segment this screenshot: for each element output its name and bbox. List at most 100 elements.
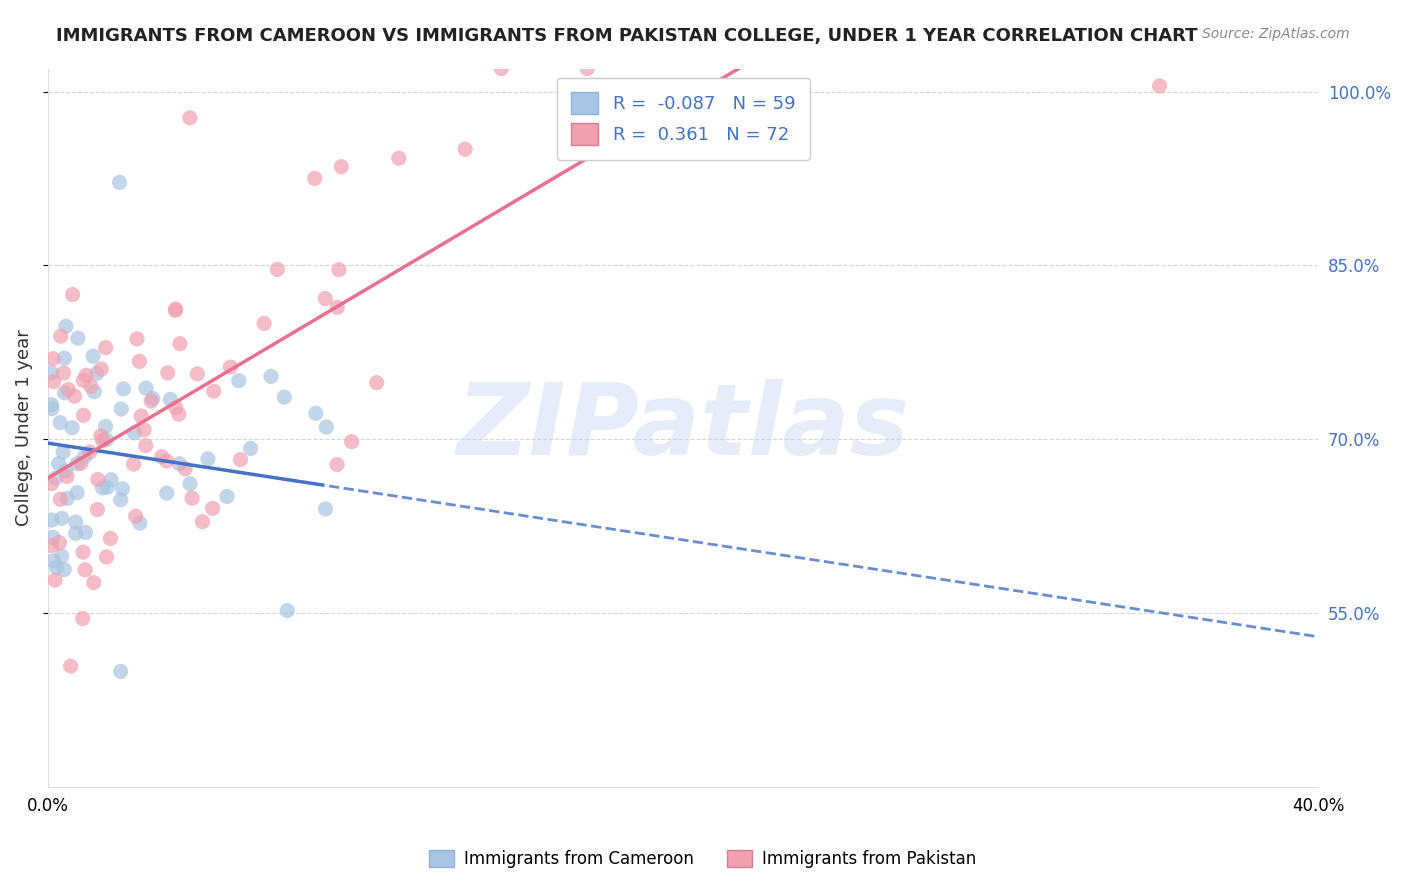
Cameroon: [66, 331, 89, 345]
Pakistan: [87, 472, 110, 486]
Cameroon: [41, 401, 63, 416]
Cameroon: [66, 485, 89, 500]
Text: ZIPatlas: ZIPatlas: [457, 379, 910, 476]
Cameroon: [156, 486, 179, 500]
Cameroon: [75, 525, 97, 540]
Cameroon: [100, 473, 122, 487]
Pakistan: [72, 409, 94, 423]
Pakistan: [229, 452, 252, 467]
Cameroon: [66, 457, 89, 471]
Pakistan: [72, 545, 94, 559]
Cameroon: [91, 481, 114, 495]
Pakistan: [202, 384, 225, 399]
Pakistan: [86, 502, 108, 516]
Cameroon: [65, 526, 87, 541]
Pakistan: [186, 367, 208, 381]
Pakistan: [266, 262, 288, 277]
Cameroon: [65, 515, 87, 529]
Pakistan: [219, 360, 242, 375]
Pakistan: [150, 450, 173, 464]
Pakistan: [91, 434, 114, 448]
Pakistan: [179, 111, 201, 125]
Pakistan: [94, 341, 117, 355]
Pakistan: [44, 573, 66, 587]
Legend: Immigrants from Cameroon, Immigrants from Pakistan: Immigrants from Cameroon, Immigrants fro…: [423, 843, 983, 875]
Cameroon: [56, 491, 79, 506]
Pakistan: [128, 354, 150, 368]
Cameroon: [83, 384, 105, 399]
Pakistan: [330, 160, 353, 174]
Pakistan: [181, 491, 204, 505]
Cameroon: [260, 369, 283, 384]
Pakistan: [156, 454, 179, 468]
Cameroon: [239, 442, 262, 456]
Pakistan: [72, 374, 94, 388]
Cameroon: [110, 402, 132, 417]
Legend: R =  -0.087   N = 59, R =  0.361   N = 72: R = -0.087 N = 59, R = 0.361 N = 72: [557, 78, 810, 160]
Pakistan: [42, 375, 65, 389]
Cameroon: [169, 457, 191, 471]
Cameroon: [73, 450, 96, 464]
Pakistan: [42, 351, 65, 366]
Cameroon: [110, 492, 132, 507]
Pakistan: [70, 457, 93, 471]
Cameroon: [273, 390, 295, 404]
Cameroon: [142, 392, 165, 406]
Cameroon: [55, 319, 77, 334]
Cameroon: [112, 382, 135, 396]
Pakistan: [491, 62, 513, 76]
Pakistan: [304, 171, 326, 186]
Cameroon: [124, 425, 146, 440]
Pakistan: [165, 301, 187, 316]
Y-axis label: College, Under 1 year: College, Under 1 year: [15, 329, 32, 526]
Cameroon: [215, 490, 238, 504]
Pakistan: [174, 462, 197, 476]
Cameroon: [315, 502, 337, 516]
Pakistan: [141, 394, 163, 409]
Pakistan: [124, 509, 146, 524]
Pakistan: [326, 301, 349, 315]
Cameroon: [52, 445, 75, 459]
Cameroon: [94, 419, 117, 434]
Cameroon: [53, 351, 76, 366]
Pakistan: [125, 332, 148, 346]
Pakistan: [48, 535, 70, 549]
Pakistan: [49, 492, 72, 507]
Cameroon: [128, 516, 150, 530]
Cameroon: [135, 381, 157, 395]
Pakistan: [75, 563, 97, 577]
Pakistan: [328, 262, 350, 277]
Cameroon: [53, 385, 76, 400]
Pakistan: [132, 423, 155, 437]
Text: Source: ZipAtlas.com: Source: ZipAtlas.com: [1202, 27, 1350, 41]
Pakistan: [122, 457, 145, 471]
Cameroon: [41, 398, 63, 412]
Pakistan: [63, 389, 86, 403]
Pakistan: [96, 549, 118, 564]
Cameroon: [82, 349, 104, 363]
Pakistan: [366, 376, 388, 390]
Cameroon: [197, 451, 219, 466]
Pakistan: [135, 439, 157, 453]
Cameroon: [41, 366, 63, 380]
Pakistan: [59, 659, 82, 673]
Pakistan: [79, 445, 101, 459]
Pakistan: [191, 515, 214, 529]
Cameroon: [60, 420, 83, 434]
Cameroon: [48, 457, 70, 471]
Pakistan: [52, 366, 75, 380]
Cameroon: [49, 416, 72, 430]
Cameroon: [42, 554, 65, 568]
Cameroon: [42, 530, 65, 544]
Pakistan: [253, 317, 276, 331]
Cameroon: [41, 513, 63, 527]
Pakistan: [100, 532, 122, 546]
Pakistan: [156, 366, 179, 380]
Pakistan: [454, 142, 477, 156]
Pakistan: [1149, 78, 1171, 93]
Cameroon: [276, 603, 298, 617]
Pakistan: [201, 501, 224, 516]
Pakistan: [169, 336, 191, 351]
Cameroon: [53, 563, 76, 577]
Cameroon: [96, 480, 118, 494]
